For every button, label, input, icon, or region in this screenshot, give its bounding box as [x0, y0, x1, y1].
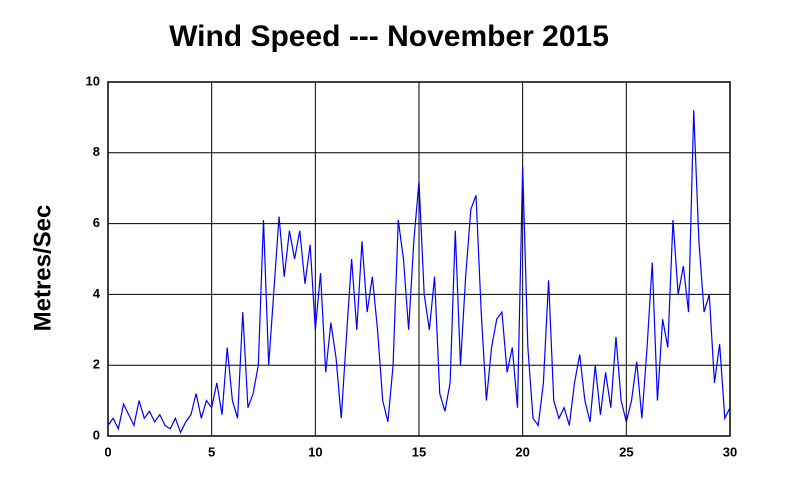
y-tick-label: 0 [93, 427, 100, 442]
x-tick-label: 25 [619, 444, 633, 459]
x-tick-label: 15 [412, 444, 426, 459]
y-tick-label: 2 [93, 357, 100, 372]
y-tick-label: 8 [93, 144, 100, 159]
chart-title: Wind Speed --- November 2015 [169, 20, 609, 53]
data-line [107, 110, 731, 434]
y-tick-label: 4 [93, 286, 101, 301]
x-tick-label: 5 [208, 444, 215, 459]
plot-frame [107, 81, 731, 437]
x-tick-label: 0 [104, 444, 111, 459]
x-tick-label: 30 [723, 444, 737, 459]
x-tick-label: 20 [515, 444, 529, 459]
y-tick-label: 10 [86, 73, 100, 88]
y-tick-label: 6 [93, 215, 100, 230]
x-tick-label: 10 [308, 444, 322, 459]
y-axis-label: Metres/Sec [29, 205, 56, 332]
